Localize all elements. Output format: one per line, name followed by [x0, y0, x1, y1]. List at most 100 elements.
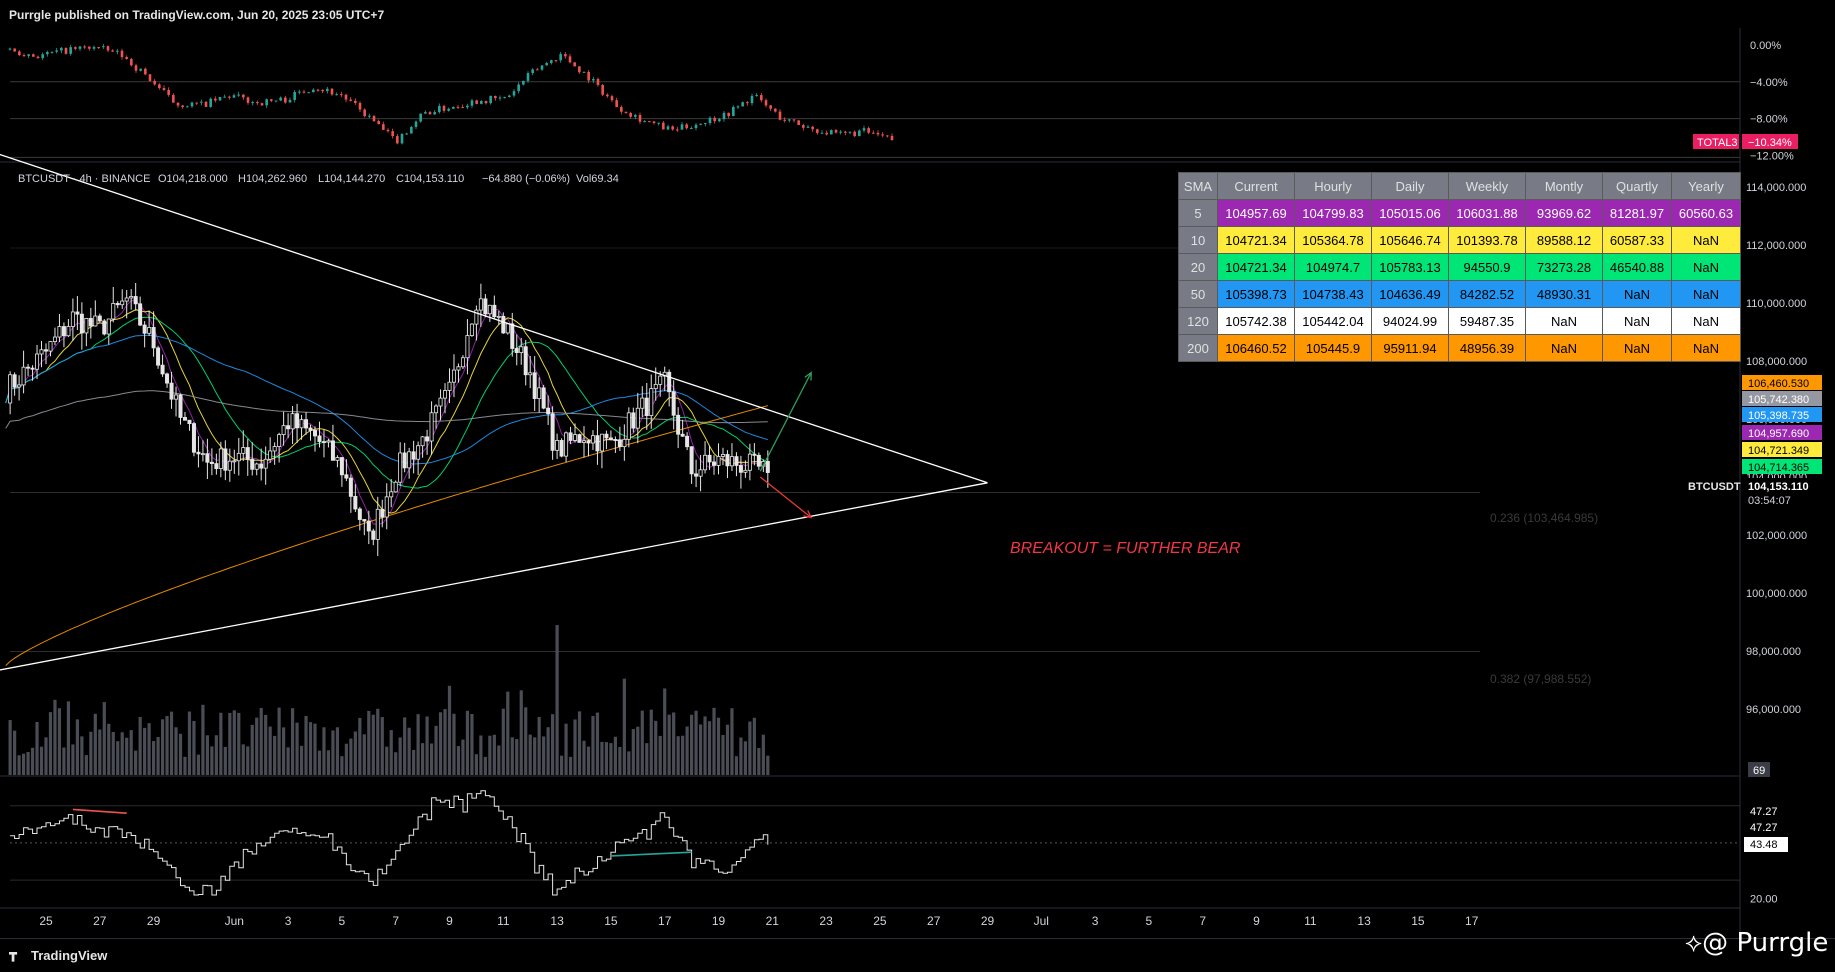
candle-body — [138, 303, 143, 326]
oscillator-pane[interactable] — [10, 790, 1740, 896]
candle-body — [326, 440, 331, 443]
total3-candle — [727, 112, 730, 117]
total3-candle — [83, 46, 86, 48]
volume-bar — [582, 740, 586, 775]
volume-bar — [474, 754, 478, 775]
total3-candle — [242, 94, 245, 98]
total3-candle — [792, 119, 796, 121]
volume-bar — [640, 710, 644, 775]
legend-high: H104,262.960 — [238, 173, 307, 185]
total3-candle — [232, 95, 236, 98]
candle-body — [335, 457, 340, 461]
time-tick-label: 9 — [446, 914, 453, 928]
volume-bar — [98, 729, 102, 775]
total3-candle — [806, 126, 810, 128]
price-grid — [0, 28, 1741, 938]
sma-value-cell: 73273.28 — [1525, 253, 1603, 281]
candle-body — [26, 366, 31, 369]
price-pane[interactable] — [0, 28, 1741, 938]
volume-bar — [66, 701, 71, 775]
total3-candle — [820, 132, 824, 134]
candle-body — [501, 315, 506, 334]
volume-bar — [201, 704, 205, 775]
time-tick-label: 11 — [1304, 914, 1317, 928]
candle-body — [21, 366, 26, 386]
candle-body — [30, 367, 35, 370]
volume-bar — [470, 713, 474, 775]
total3-candle — [769, 105, 772, 109]
sma-row: 120 105742.38 105442.04 94024.99 59487.35 NaN… — [1178, 307, 1741, 335]
volume-bar — [672, 712, 676, 775]
candle-body — [44, 349, 49, 352]
total3-candle — [60, 47, 63, 51]
volume-bar — [739, 737, 743, 775]
candle-body — [366, 520, 371, 532]
candle-body — [223, 448, 228, 471]
total3-candle — [886, 135, 889, 137]
total3-candle — [265, 99, 268, 106]
price-tick-label: 114,000.000 — [1746, 182, 1806, 194]
candle-body — [613, 439, 618, 441]
total3-candle — [200, 101, 203, 103]
total3-candle — [363, 109, 366, 117]
current-price-label: 104,153.110 — [1748, 481, 1809, 493]
volume-bar — [277, 707, 281, 775]
sma-value-cell: 94550.9 — [1448, 253, 1526, 281]
total3-tick-label: −12.00% — [1750, 150, 1794, 162]
total3-candle — [27, 54, 30, 56]
candle-body — [147, 327, 152, 334]
price-axis[interactable]: 96,000.000 98,000.000 100,000.000 102,000.0… — [1688, 40, 1822, 906]
total3-candle — [302, 91, 306, 93]
time-tick-label: Jun — [225, 914, 244, 928]
total3-candle — [568, 56, 572, 63]
volume-bar — [214, 735, 218, 775]
total3-name-label: TOTAL3 — [1697, 137, 1738, 149]
total3-candle — [237, 94, 240, 96]
volume-bar — [75, 719, 79, 775]
volume-bar — [613, 736, 617, 775]
total3-candle — [158, 84, 161, 89]
candle-body — [429, 412, 434, 442]
total3-tick-label: −8.00% — [1750, 114, 1788, 126]
candle-body — [286, 425, 291, 430]
volume-bar — [147, 723, 151, 775]
total3-candle — [274, 100, 278, 102]
time-axis[interactable]: 25 27 29 Jun 3 5 7 9 11 13 15 17 19 21 23 25 27 29 Jul 3 5 7 9… — [39, 914, 1478, 928]
volume-bar — [479, 735, 483, 775]
total3-candle — [554, 60, 558, 62]
sma-value-cell: 105445.9 — [1294, 334, 1372, 362]
time-tick-label: 15 — [1411, 914, 1425, 928]
volume-bar — [501, 708, 505, 775]
volume-bar — [488, 735, 492, 775]
total3-candle — [526, 73, 530, 81]
candle-body — [151, 327, 156, 349]
candle-body — [196, 451, 201, 455]
volume-bar — [551, 714, 555, 775]
candle-body — [115, 303, 120, 306]
total3-pane[interactable] — [8, 43, 1740, 158]
sma-price-badge-label: 104,721.349 — [1748, 445, 1809, 457]
volume-bar — [241, 744, 245, 775]
candle-body — [290, 413, 295, 430]
total3-candle — [466, 105, 469, 108]
volume-bar — [542, 736, 546, 775]
volume-bar — [295, 722, 299, 775]
total3-candle — [578, 66, 581, 73]
sma-header-current: Current — [1217, 172, 1295, 200]
volume-bar — [246, 746, 250, 775]
volume-bar — [273, 735, 277, 775]
candle-body — [317, 435, 322, 442]
candle-body — [685, 435, 690, 448]
sma-value-cell: 104721.34 — [1217, 253, 1295, 281]
tradingview-logo[interactable]: TradingView — [9, 948, 107, 963]
volume-bar — [483, 756, 487, 775]
sma-value-cell: 106031.88 — [1448, 199, 1526, 227]
total3-candle — [153, 80, 156, 85]
candle-body — [321, 441, 326, 443]
candle-body — [218, 448, 223, 469]
volume-bar — [152, 741, 156, 775]
sma-price-badge — [1742, 375, 1822, 390]
candle-body — [604, 433, 609, 439]
sma-value-cell: 104799.83 — [1294, 199, 1372, 227]
